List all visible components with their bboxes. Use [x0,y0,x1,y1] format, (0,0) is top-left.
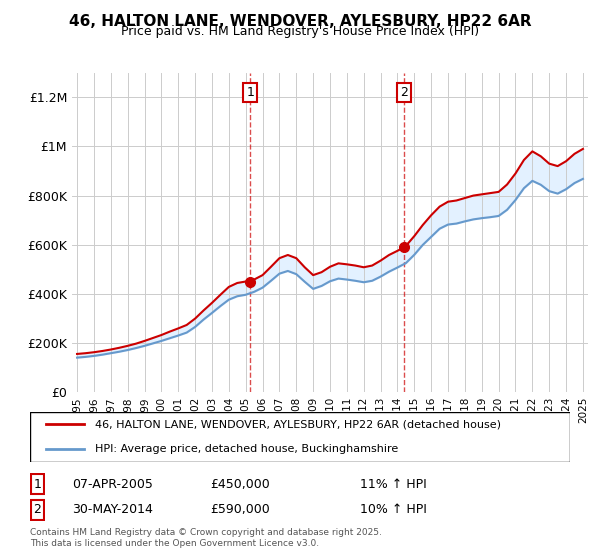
Text: 07-APR-2005: 07-APR-2005 [72,478,153,491]
Text: 1: 1 [247,86,254,99]
Text: £450,000: £450,000 [210,478,270,491]
FancyBboxPatch shape [30,412,570,462]
Text: 2: 2 [400,86,409,99]
Text: 10% ↑ HPI: 10% ↑ HPI [360,503,427,516]
Text: HPI: Average price, detached house, Buckinghamshire: HPI: Average price, detached house, Buck… [95,445,398,454]
Text: 11% ↑ HPI: 11% ↑ HPI [360,478,427,491]
Text: Contains HM Land Registry data © Crown copyright and database right 2025.
This d: Contains HM Land Registry data © Crown c… [30,528,382,548]
FancyBboxPatch shape [31,474,44,494]
Text: 1: 1 [34,478,41,491]
Text: £590,000: £590,000 [210,503,270,516]
Text: 46, HALTON LANE, WENDOVER, AYLESBURY, HP22 6AR (detached house): 46, HALTON LANE, WENDOVER, AYLESBURY, HP… [95,419,501,429]
Text: 30-MAY-2014: 30-MAY-2014 [72,503,153,516]
FancyBboxPatch shape [31,500,44,520]
Text: 46, HALTON LANE, WENDOVER, AYLESBURY, HP22 6AR: 46, HALTON LANE, WENDOVER, AYLESBURY, HP… [68,14,532,29]
Text: Price paid vs. HM Land Registry's House Price Index (HPI): Price paid vs. HM Land Registry's House … [121,25,479,38]
Text: 2: 2 [34,503,41,516]
